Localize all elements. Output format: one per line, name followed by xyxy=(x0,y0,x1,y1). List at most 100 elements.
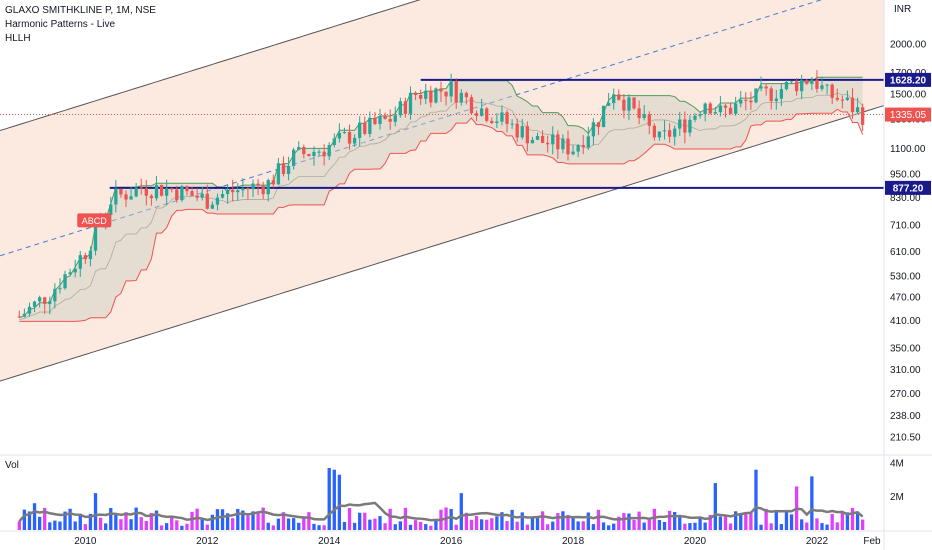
volume-bar xyxy=(429,525,433,530)
candle-body xyxy=(591,122,596,137)
volume-bar xyxy=(632,519,636,530)
candle-body xyxy=(53,288,57,302)
y-tick-label: 410.00 xyxy=(890,316,921,327)
y-tick-label: 1100.00 xyxy=(890,144,926,155)
candle-body xyxy=(744,99,748,101)
y-tick-label: 470.00 xyxy=(890,292,921,303)
candle-body xyxy=(601,105,606,128)
volume-bar xyxy=(37,516,42,530)
volume-bar xyxy=(500,512,504,530)
candle-body xyxy=(520,126,524,138)
volume-bar xyxy=(104,523,108,530)
candle-body xyxy=(261,185,265,195)
volume-bar xyxy=(98,517,103,530)
candle-body xyxy=(114,188,118,205)
volume-bar xyxy=(149,512,154,530)
volume-bar xyxy=(291,518,296,530)
volume-bar xyxy=(261,507,265,530)
candle-body xyxy=(48,301,52,304)
candle-body xyxy=(58,288,62,290)
y-tick-label: 530.00 xyxy=(890,271,921,282)
candle-body xyxy=(68,272,72,275)
volume-bar xyxy=(281,512,286,530)
volume-tick-label: 2M xyxy=(890,492,904,503)
candle-body xyxy=(561,138,565,150)
candle-body xyxy=(236,190,240,193)
volume-bar xyxy=(810,476,814,530)
candle-body xyxy=(439,88,443,92)
volume-bar xyxy=(378,516,382,530)
candle-body xyxy=(551,134,555,145)
candle-body xyxy=(784,81,789,90)
candle-body xyxy=(850,97,855,113)
volume-bar xyxy=(622,513,626,530)
symbol-title[interactable]: GLAXO SMITHKLINE P, 1M, NSE xyxy=(5,5,156,16)
candle-body xyxy=(78,255,82,269)
volume-bar xyxy=(236,508,240,530)
candle-body xyxy=(769,88,773,102)
volume-bar xyxy=(215,509,220,530)
candle-body xyxy=(368,117,372,134)
candle-body xyxy=(200,193,204,198)
candle-body xyxy=(88,250,93,260)
candle-body xyxy=(337,132,342,139)
candle-body xyxy=(444,91,448,97)
volume-bar xyxy=(652,508,657,530)
volume-bar xyxy=(358,512,362,530)
candle-body xyxy=(393,115,397,122)
candle-body xyxy=(505,112,509,124)
candle-body xyxy=(205,193,209,209)
candle-body xyxy=(647,114,651,126)
level-price-label-0: 1628.20 xyxy=(890,75,927,86)
volume-bars xyxy=(17,468,865,530)
candle-body xyxy=(789,81,794,83)
candle-body xyxy=(733,103,738,114)
volume-bar xyxy=(180,525,184,530)
candle-body xyxy=(571,151,575,155)
candle-body xyxy=(281,163,286,174)
volume-bar xyxy=(627,513,631,530)
volume-bar xyxy=(88,513,93,530)
candle-body xyxy=(612,94,616,104)
volume-bar xyxy=(850,507,855,530)
indicator-harmonic[interactable]: Harmonic Patterns - Live xyxy=(5,19,116,30)
candle-body xyxy=(352,137,357,144)
volume-bar xyxy=(800,519,804,530)
volume-bar xyxy=(474,516,479,530)
candle-body xyxy=(302,147,306,155)
volume-title[interactable]: Vol xyxy=(5,460,19,471)
volume-bar xyxy=(302,516,306,530)
volume-bar xyxy=(520,512,524,530)
volume-bar xyxy=(733,511,738,530)
indicator-hllh[interactable]: HLLH xyxy=(5,33,31,44)
volume-bar xyxy=(231,518,235,530)
volume-bar xyxy=(540,511,545,530)
volume-bar xyxy=(175,520,179,530)
volume-bar xyxy=(241,510,245,530)
candle-body xyxy=(195,195,199,198)
candle-body xyxy=(759,86,763,89)
candle-body xyxy=(373,117,377,125)
x-tick-label: 2018 xyxy=(562,536,585,547)
volume-bar xyxy=(551,521,555,530)
candle-body xyxy=(774,98,778,102)
volume-bar xyxy=(220,509,225,530)
volume-bar xyxy=(114,514,118,530)
volume-bar xyxy=(317,525,321,530)
candle-body xyxy=(27,306,32,314)
candle-body xyxy=(525,126,530,144)
candle-body xyxy=(500,112,504,122)
volume-bar xyxy=(469,519,474,530)
volume-bar xyxy=(276,518,281,530)
pattern-label-box xyxy=(77,213,112,228)
candle-body xyxy=(546,142,550,145)
candle-body xyxy=(718,105,723,113)
candle-body xyxy=(566,138,570,155)
candle-body xyxy=(180,186,184,201)
x-tick-label: 2014 xyxy=(318,536,341,547)
volume-bar xyxy=(342,521,347,530)
volume-bar xyxy=(363,512,367,530)
volume-bar xyxy=(759,524,763,530)
volume-bar xyxy=(413,520,418,530)
candle-body xyxy=(144,188,148,196)
